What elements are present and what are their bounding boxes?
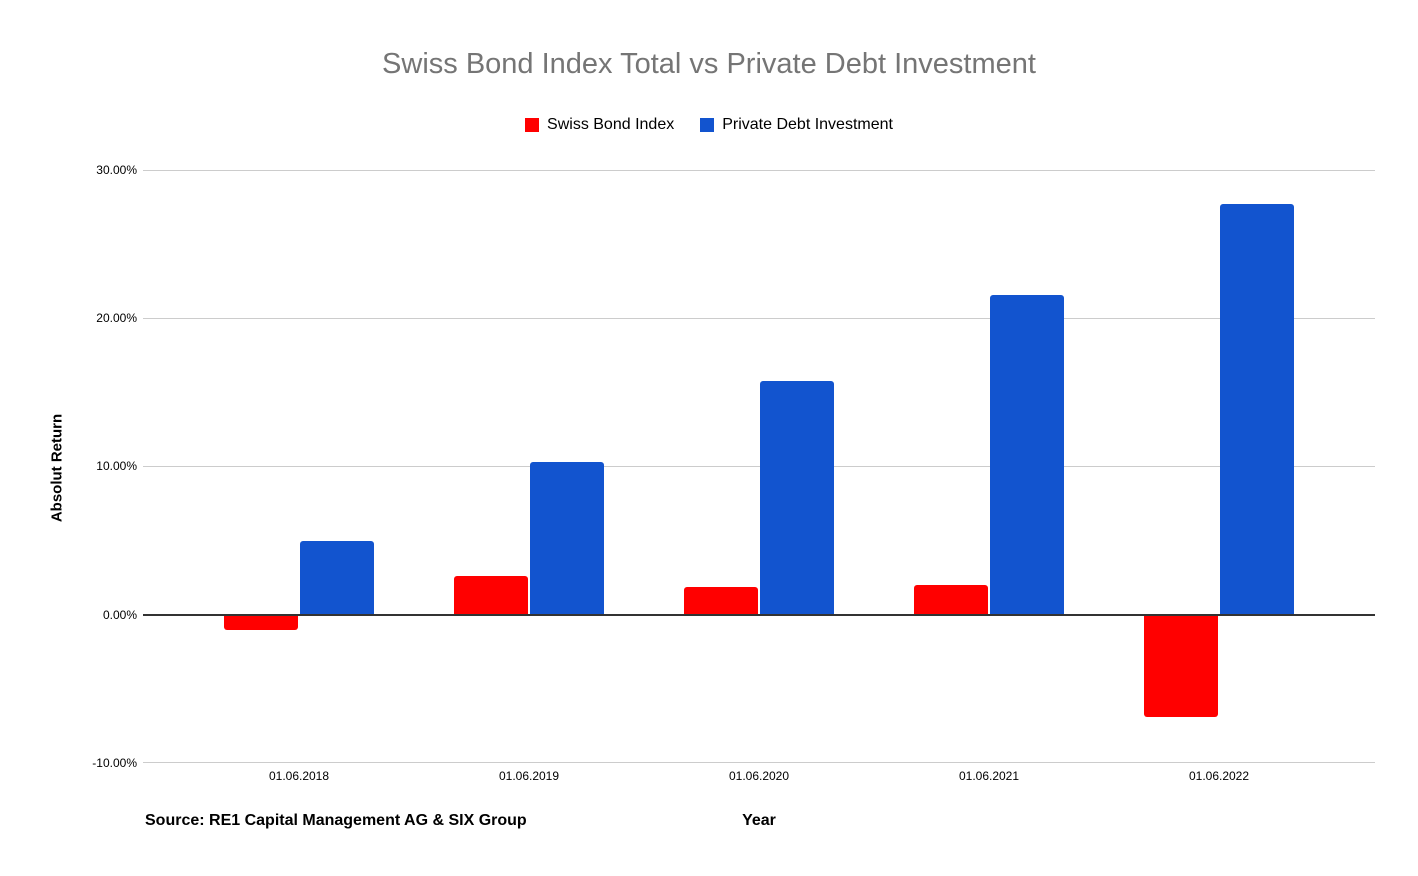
legend-label-private-debt-investment: Private Debt Investment <box>722 116 893 133</box>
y-axis-tick-label: 10.00% <box>96 459 137 473</box>
x-axis-tick-label: 01.06.2018 <box>268 769 330 783</box>
gridline-20pct <box>143 318 1375 319</box>
y-axis-tick-label: -10.00% <box>92 756 137 770</box>
legend-swatch-blue-icon <box>700 118 715 132</box>
bar-swiss-bond-index-01-06-2022[interactable] <box>1143 614 1218 718</box>
zero-baseline <box>143 614 1375 616</box>
legend-swatch-red-icon <box>525 118 540 132</box>
bar-swiss-bond-index-01-06-2020[interactable] <box>683 586 758 615</box>
bar-private-debt-investment-01-06-2019[interactable] <box>529 462 604 615</box>
y-axis-tick-label: 0.00% <box>102 608 137 622</box>
legend-item-private-debt-investment: Private Debt Investment <box>700 116 893 134</box>
y-axis-title: Absolut Return <box>48 413 66 523</box>
source-note: Source: RE1 Capital Management AG & SIX … <box>145 812 527 829</box>
bar-swiss-bond-index-01-06-2021[interactable] <box>913 585 988 615</box>
x-axis-title: Year <box>742 812 776 829</box>
legend: Swiss Bond Index Private Debt Investment <box>0 116 1418 134</box>
gridline-30pct <box>143 170 1375 171</box>
x-axis-tick-label: 01.06.2020 <box>728 769 790 783</box>
x-axis-tick-label: 01.06.2022 <box>1188 769 1250 783</box>
bar-private-debt-investment-01-06-2020[interactable] <box>759 380 834 615</box>
bar-private-debt-investment-01-06-2021[interactable] <box>989 294 1064 615</box>
bar-private-debt-investment-01-06-2022[interactable] <box>1219 204 1294 615</box>
chart-title: Swiss Bond Index Total vs Private Debt I… <box>382 48 1036 80</box>
y-axis-tick-label: 30.00% <box>96 163 137 177</box>
gridline-10pct <box>143 466 1375 467</box>
bar-swiss-bond-index-01-06-2019[interactable] <box>453 576 528 615</box>
x-axis-tick-label: 01.06.2021 <box>958 769 1020 783</box>
gridline-neg10pct <box>143 762 1375 763</box>
x-axis-tick-label: 01.06.2019 <box>498 769 560 783</box>
bar-swiss-bond-index-01-06-2018[interactable] <box>223 614 298 630</box>
legend-label-swiss-bond-index: Swiss Bond Index <box>547 116 675 133</box>
plot-area <box>143 170 1375 763</box>
y-axis-tick-label: 20.00% <box>96 311 137 325</box>
bar-private-debt-investment-01-06-2018[interactable] <box>299 540 374 615</box>
legend-item-swiss-bond-index: Swiss Bond Index <box>525 116 674 134</box>
